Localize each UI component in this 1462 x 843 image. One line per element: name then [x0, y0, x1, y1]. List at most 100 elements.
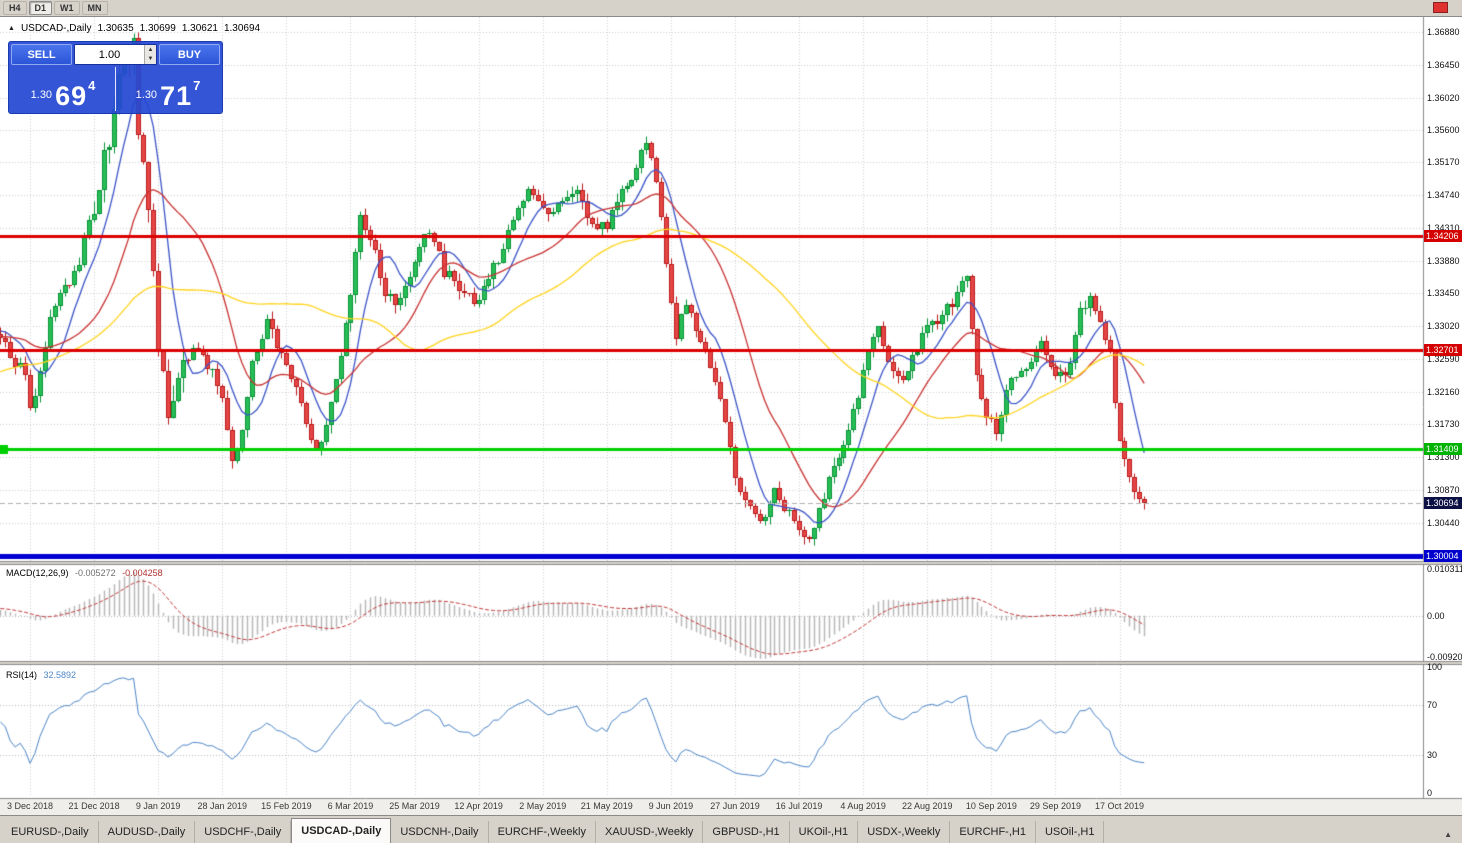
- buy-price-pip: 7: [193, 78, 201, 93]
- sell-price-pip: 4: [88, 78, 96, 93]
- chart-tab-eurchf-weekly[interactable]: EURCHF-,Weekly: [489, 821, 596, 843]
- sell-price-display[interactable]: 1.30 69 4: [11, 67, 116, 111]
- date-axis-label: 9 Jun 2019: [648, 801, 694, 811]
- chart-tab-usdchf-daily[interactable]: USDCHF-,Daily: [195, 821, 292, 843]
- chart-header: ▲ USDCAD-,Daily 1.30635 1.30699 1.30621 …: [8, 23, 260, 34]
- volume-down-button[interactable]: ▼: [145, 54, 156, 64]
- date-axis-label: 21 May 2019: [580, 801, 633, 811]
- date-axis-label: 12 Apr 2019: [454, 801, 503, 811]
- date-axis-label: 27 Jun 2019: [710, 801, 760, 811]
- date-axis-label: 16 Jul 2019: [775, 801, 823, 811]
- ohlc-open: 1.30635: [97, 23, 134, 34]
- ohlc-close: 1.30694: [223, 23, 261, 34]
- chart-tab-usdcnh-daily[interactable]: USDCNH-,Daily: [391, 821, 489, 843]
- date-axis-label: 28 Jan 2019: [197, 801, 248, 811]
- date-axis-label: 2 May 2019: [519, 801, 567, 811]
- sell-price-prefix: 1.30: [30, 89, 53, 101]
- ohlc-high: 1.30699: [139, 23, 176, 34]
- tab-scroll-arrow[interactable]: ▲: [1444, 830, 1452, 839]
- chart-tab-audusd-daily[interactable]: AUDUSD-,Daily: [99, 821, 196, 843]
- volume-control: ▲ ▼: [74, 44, 157, 65]
- price-axis-tick: 1.31300: [1427, 452, 1460, 463]
- chart-tab-usdx-weekly[interactable]: USDX-,Weekly: [858, 821, 951, 843]
- timeframe-toolbar: H4 D1 W1 MN: [0, 0, 1462, 17]
- price-axis-tick: 1.33880: [1427, 255, 1460, 266]
- volume-input[interactable]: [75, 45, 144, 64]
- current-price-label: 1.30694: [1424, 497, 1462, 510]
- price-axis-tick: 1.36020: [1427, 92, 1460, 103]
- price-axis-tick: 1.32160: [1427, 386, 1460, 397]
- timeframe-button-w1[interactable]: W1: [54, 1, 80, 15]
- date-axis-label: 15 Feb 2019: [261, 801, 312, 811]
- price-axis-tick: 1.33450: [1427, 288, 1460, 299]
- price-chart-canvas[interactable]: [0, 17, 1462, 815]
- macd-main-value: -0.005272: [75, 568, 116, 578]
- chart-tabs: EURUSD-,Daily AUDUSD-,Daily USDCHF-,Daily U…: [2, 816, 1105, 843]
- date-axis-label: 25 Mar 2019: [389, 801, 440, 811]
- chart-tab-usdcad-daily[interactable]: USDCAD-,Daily: [291, 818, 392, 843]
- price-axis-tick: 1.34310: [1427, 222, 1460, 233]
- price-axis-tick: 1.30870: [1427, 484, 1460, 495]
- chart-tab-eurchf-h1[interactable]: EURCHF-,H1: [950, 821, 1036, 843]
- price-axis-tick: 1.34740: [1427, 190, 1460, 201]
- macd-indicator-label: MACD(12,26,9) -0.005272 -0.004258: [6, 568, 163, 578]
- price-level-label: 1.34206: [1424, 229, 1462, 242]
- price-axis-tick: 1.36450: [1427, 59, 1460, 70]
- chart-tab-ukoil-h1[interactable]: UKOil-,H1: [790, 821, 859, 843]
- date-axis-label: 9 Jan 2019: [135, 801, 181, 811]
- chart-tab-eurusd-daily[interactable]: EURUSD-,Daily: [2, 821, 99, 843]
- rsi-name: RSI(14): [6, 670, 38, 680]
- toolbar-red-button[interactable]: [1433, 2, 1448, 13]
- price-level-label: 1.32701: [1424, 344, 1462, 357]
- date-axis-label: 17 Oct 2019: [1094, 801, 1145, 811]
- chart-tab-bar: EURUSD-,Daily AUDUSD-,Daily USDCHF-,Daily U…: [0, 815, 1462, 843]
- price-axis-tick: 1.31730: [1427, 419, 1460, 430]
- date-axis-label: 29 Sep 2019: [1029, 801, 1081, 811]
- price-axis-tick: 1.32590: [1427, 353, 1460, 364]
- date-axis-label: 6 Mar 2019: [327, 801, 374, 811]
- rsi-indicator-label: RSI(14) 32.5892: [6, 670, 76, 680]
- price-axis-tick: 1.35600: [1427, 124, 1460, 135]
- rsi-axis-tick: 30: [1427, 750, 1438, 761]
- sell-button[interactable]: SELL: [11, 44, 72, 65]
- chart-symbol-label: USDCAD-,Daily: [20, 23, 92, 34]
- timeframe-button-mn[interactable]: MN: [81, 1, 108, 15]
- sell-price-big: 69: [55, 81, 88, 111]
- timeframe-button-d1[interactable]: D1: [28, 1, 53, 15]
- chart-tab-xauusd-weekly[interactable]: XAUUSD-,Weekly: [596, 821, 704, 843]
- rsi-axis-tick: 0: [1427, 788, 1433, 798]
- buy-button[interactable]: BUY: [159, 44, 220, 65]
- date-axis-label: 4 Aug 2019: [840, 801, 886, 811]
- price-axis-tick: 1.35170: [1427, 157, 1460, 168]
- collapse-icon[interactable]: ▲: [8, 25, 15, 32]
- timeframe-button-h4[interactable]: H4: [3, 1, 27, 15]
- rsi-value: 32.5892: [43, 670, 77, 680]
- macd-axis-tick: -0.009203: [1427, 652, 1462, 663]
- buy-price-prefix: 1.30: [135, 89, 158, 101]
- date-axis-label: 21 Dec 2018: [68, 801, 120, 811]
- price-axis-tick: 1.36880: [1427, 27, 1460, 37]
- timeframe-buttons: H4 D1 W1 MN: [3, 1, 108, 15]
- one-click-trading-widget: SELL ▲ ▼ BUY 1.30 69 4 1.30 71 7: [8, 41, 223, 114]
- chart-window: ▲ USDCAD-,Daily 1.30635 1.30699 1.30621 …: [0, 17, 1462, 815]
- date-axis-label: 22 Aug 2019: [901, 801, 953, 811]
- price-level-label: 1.31409: [1424, 442, 1462, 455]
- rsi-axis-tick: 100: [1427, 662, 1443, 672]
- price-level-label: 1.30004: [1424, 549, 1462, 562]
- volume-spinner: ▲ ▼: [144, 45, 156, 64]
- date-axis-label: 3 Dec 2018: [6, 801, 54, 811]
- price-axis-tick: 1.33020: [1427, 321, 1460, 332]
- macd-axis-tick: 0.010311: [1427, 564, 1462, 575]
- volume-up-button[interactable]: ▲: [145, 45, 156, 55]
- date-axis-label: 10 Sep 2019: [965, 801, 1017, 811]
- macd-axis-tick: 0.00: [1427, 610, 1445, 621]
- macd-name: MACD(12,26,9): [6, 568, 69, 578]
- price-axis-tick: 1.30440: [1427, 517, 1460, 528]
- macd-signal-value: -0.004258: [122, 568, 163, 578]
- chart-tab-usoil-h1[interactable]: USOil-,H1: [1036, 821, 1105, 843]
- ohlc-low: 1.30621: [181, 23, 218, 34]
- chart-tab-gbpusd-h1[interactable]: GBPUSD-,H1: [703, 821, 790, 843]
- buy-price-display[interactable]: 1.30 71 7: [116, 67, 220, 111]
- buy-price-big: 71: [160, 81, 193, 111]
- rsi-axis-tick: 70: [1427, 699, 1438, 710]
